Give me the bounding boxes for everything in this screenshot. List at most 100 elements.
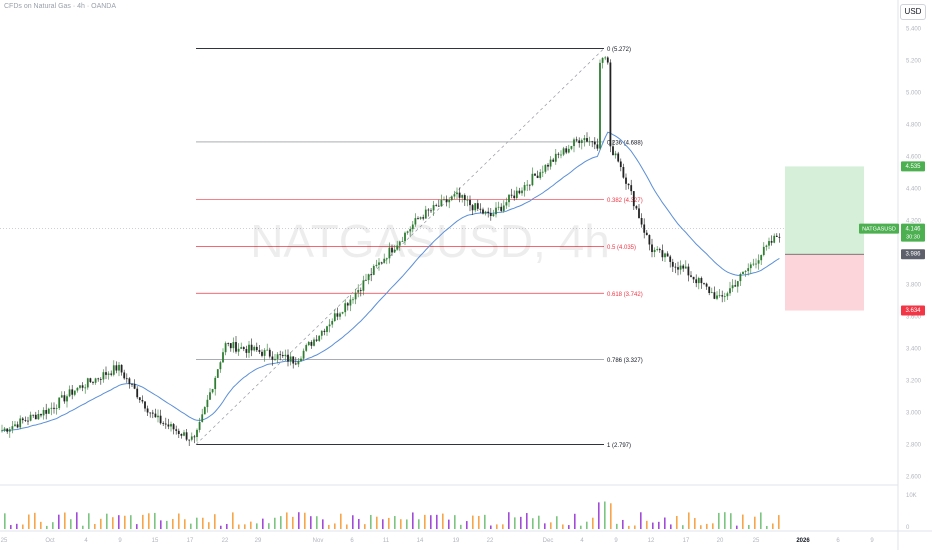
candle-body bbox=[645, 232, 648, 236]
candle-body bbox=[53, 407, 55, 409]
candle-body bbox=[81, 385, 84, 388]
volume-bar bbox=[4, 513, 6, 529]
candle-body bbox=[318, 335, 321, 341]
candle-body bbox=[552, 159, 555, 162]
candle-body bbox=[445, 199, 448, 203]
candle-body bbox=[487, 211, 490, 213]
candle-body bbox=[149, 412, 152, 414]
candle-body bbox=[245, 349, 248, 353]
candle-body bbox=[133, 384, 136, 389]
candle-body bbox=[284, 354, 287, 357]
candle-body bbox=[289, 356, 292, 362]
candle-body bbox=[71, 389, 74, 395]
candle-body bbox=[279, 354, 282, 356]
time-tick: 9 bbox=[870, 538, 874, 544]
volume-bar bbox=[328, 524, 330, 529]
candle-body bbox=[682, 265, 685, 269]
price-tick: 3.600 bbox=[906, 315, 922, 321]
candle-body bbox=[448, 199, 451, 203]
candle-body bbox=[453, 194, 456, 197]
candle-body bbox=[435, 205, 438, 206]
candle-body bbox=[86, 378, 89, 388]
candle-body bbox=[164, 423, 167, 425]
candle-body bbox=[749, 264, 752, 269]
candle-body bbox=[588, 141, 591, 143]
volume-bar bbox=[334, 523, 336, 529]
candle-body bbox=[391, 247, 393, 253]
candle-body bbox=[661, 250, 664, 258]
candle-body bbox=[437, 205, 440, 207]
candle-body bbox=[697, 278, 700, 284]
candle-body bbox=[638, 208, 640, 219]
candle-body bbox=[414, 218, 417, 225]
volume-bar bbox=[532, 518, 534, 529]
volume-bar bbox=[712, 523, 714, 529]
volume-bar bbox=[574, 513, 576, 529]
stop-zone bbox=[785, 254, 864, 311]
candle-body bbox=[175, 429, 178, 431]
candle-body bbox=[326, 326, 328, 332]
candle-body bbox=[726, 293, 729, 297]
volume-bar bbox=[778, 515, 780, 529]
candle-body bbox=[341, 312, 344, 314]
candle-body bbox=[170, 424, 172, 427]
candle-body bbox=[268, 349, 271, 357]
long-position-tool[interactable] bbox=[785, 166, 864, 311]
candle-body bbox=[167, 424, 170, 427]
volume-bar bbox=[262, 518, 264, 529]
volume-bar bbox=[130, 515, 132, 529]
time-tick: 6 bbox=[350, 538, 354, 544]
candle-body bbox=[315, 339, 318, 341]
candle-body bbox=[362, 280, 365, 291]
candle-body bbox=[128, 378, 131, 384]
volume-bar bbox=[106, 513, 108, 529]
candle-body bbox=[515, 190, 518, 199]
candle-body bbox=[365, 280, 367, 281]
volume-bar bbox=[400, 519, 402, 529]
candle-body bbox=[651, 244, 653, 253]
candle-body bbox=[479, 208, 482, 210]
volume-bar bbox=[346, 524, 348, 529]
candle-body bbox=[450, 196, 453, 200]
candle-body bbox=[627, 183, 630, 186]
volume-bar bbox=[196, 517, 198, 529]
candle-body bbox=[138, 397, 141, 401]
volume-bar bbox=[436, 514, 438, 529]
candle-body bbox=[404, 232, 406, 242]
candle-body bbox=[716, 295, 718, 299]
time-tick: Oct bbox=[45, 538, 55, 544]
candle-body bbox=[398, 241, 401, 246]
volume-bar bbox=[208, 522, 210, 529]
volume-bar bbox=[166, 520, 168, 529]
price-axis[interactable]: 5.4005.2005.0004.8004.6004.4004.2004.000… bbox=[906, 27, 922, 481]
currency-button[interactable]: USD bbox=[900, 4, 926, 20]
time-axis[interactable]: 25 Oct 4 9 15 17 22 29 Nov 6 11 14 19 22 Dec 4 9 12 17 20 25… bbox=[1, 538, 875, 544]
volume-bar bbox=[490, 525, 492, 529]
candle-body bbox=[484, 211, 487, 214]
candle-body bbox=[744, 271, 747, 272]
candle-body bbox=[549, 159, 552, 167]
candle-body bbox=[658, 249, 661, 251]
candle-body bbox=[734, 285, 737, 287]
candle-body bbox=[115, 365, 118, 371]
candle-body bbox=[422, 217, 425, 219]
candle-body bbox=[354, 292, 357, 300]
candle-body bbox=[45, 410, 48, 414]
volume-bar bbox=[154, 512, 156, 529]
candle-body bbox=[359, 290, 362, 291]
volume-bar bbox=[664, 517, 666, 529]
candle-body bbox=[669, 256, 672, 262]
candle-body bbox=[232, 342, 235, 349]
candle-body bbox=[300, 358, 302, 361]
volume-bar bbox=[310, 516, 312, 529]
candle-body bbox=[107, 373, 110, 375]
candle-body bbox=[211, 389, 214, 393]
volume-bar bbox=[424, 514, 426, 529]
time-tick: 25 bbox=[753, 538, 760, 544]
volume-bar bbox=[280, 516, 282, 529]
candle-body bbox=[144, 401, 146, 409]
candle-body bbox=[84, 387, 87, 389]
symbol-watermark: NATGASUSD, 4h bbox=[250, 215, 610, 267]
candle-body bbox=[154, 413, 157, 418]
